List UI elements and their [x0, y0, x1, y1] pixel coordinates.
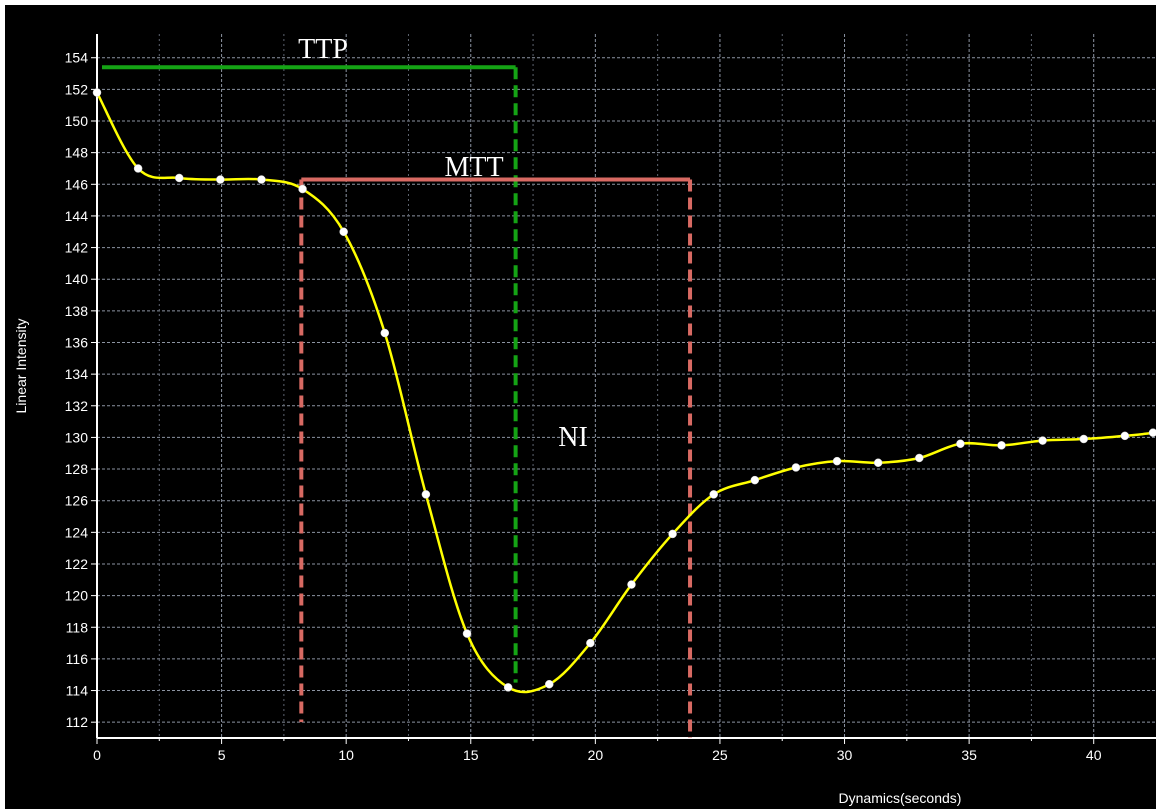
data-point: [545, 679, 554, 689]
ni-label: NI: [558, 422, 588, 453]
x-tick-label: 40: [1086, 747, 1102, 763]
data-point: [791, 463, 801, 472]
data-point: [1079, 434, 1088, 444]
x-tick-label: 5: [218, 747, 226, 763]
y-tick-label: 120: [65, 588, 89, 604]
y-tick-label: 138: [65, 303, 89, 319]
axes-layer: [91, 34, 1156, 744]
x-axis-title: Dynamics(seconds): [839, 790, 962, 806]
data-point: [462, 629, 472, 638]
x-tick-label: 25: [712, 747, 728, 763]
data-point: [257, 175, 266, 184]
y-tick-label: 140: [65, 271, 89, 287]
labels-layer: 112 114 116 118 120 122 124 126 128 130 132 134 136 1…: [13, 34, 1102, 806]
data-point: [915, 453, 924, 463]
y-tick-label: 128: [65, 461, 89, 477]
annotation-layer: [101, 65, 693, 738]
mtt-label: MTT: [444, 152, 503, 183]
y-tick-label: 122: [65, 556, 89, 572]
data-point: [873, 458, 883, 467]
data-point: [174, 173, 184, 183]
data-point: [750, 475, 760, 485]
plot-background: [5, 5, 1156, 809]
y-axis-title: Linear Intensity: [13, 319, 29, 414]
x-tick-label: 10: [338, 747, 354, 763]
data-point: [668, 529, 677, 539]
data-point: [586, 638, 595, 648]
x-tick-label: 35: [961, 747, 977, 763]
data-point: [133, 164, 143, 173]
data-point: [339, 227, 348, 237]
y-tick-label: 130: [65, 429, 89, 445]
data-point: [997, 441, 1006, 450]
y-tick-label: 154: [65, 50, 89, 66]
y-tick-label: 136: [65, 334, 89, 350]
y-tick-label: 124: [65, 524, 89, 540]
y-tick-label: 132: [65, 398, 89, 414]
x-tick-label: 15: [463, 747, 479, 763]
y-tick-label: 118: [66, 619, 89, 635]
data-point: [216, 175, 225, 184]
data-point: [1120, 431, 1130, 441]
y-tick-label: 148: [65, 145, 89, 161]
series-line: [95, 91, 1156, 694]
data-point: [832, 456, 842, 466]
data-point: [1038, 436, 1047, 445]
ttp-label: TTP: [298, 34, 348, 65]
data-point: [503, 683, 513, 692]
grid-layer: [97, 34, 1156, 738]
x-tick-label: 30: [837, 747, 853, 763]
x-tick-label: 20: [588, 747, 604, 763]
data-point: [380, 328, 390, 338]
y-tick-label: 150: [65, 113, 89, 129]
y-tick-label: 152: [65, 81, 89, 97]
y-tick-label: 112: [66, 714, 89, 730]
series-layer: [92, 88, 1156, 694]
y-tick-label: 114: [66, 683, 89, 699]
y-tick-label: 126: [65, 493, 89, 509]
y-tick-label: 146: [65, 176, 89, 192]
data-point: [956, 439, 965, 448]
data-point: [709, 490, 718, 499]
x-tick-label: 0: [93, 747, 101, 763]
data-point: [1148, 428, 1156, 437]
y-tick-label: 142: [65, 240, 89, 256]
data-point: [298, 184, 307, 194]
data-point: [92, 88, 102, 97]
data-point: [421, 490, 431, 499]
y-tick-label: 144: [65, 208, 89, 224]
y-tick-label: 116: [66, 651, 89, 667]
data-point: [627, 580, 636, 589]
y-tick-label: 134: [65, 366, 89, 382]
